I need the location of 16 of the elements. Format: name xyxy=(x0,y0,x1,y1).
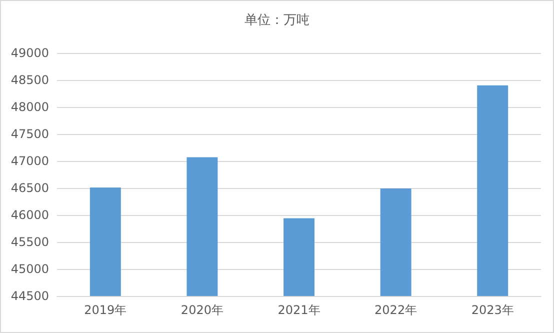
x-tick-label: 2021年 xyxy=(278,303,320,317)
y-tick-label: 49000 xyxy=(10,46,49,60)
y-tick-label: 46500 xyxy=(10,181,49,195)
x-tick-label: 2022年 xyxy=(374,303,418,317)
chart-title: 单位：万吨 xyxy=(244,13,310,28)
y-tick-label: 45500 xyxy=(10,235,49,249)
y-tick-label: 48000 xyxy=(10,100,49,114)
y-tick-label: 45000 xyxy=(10,262,49,276)
y-tick-label: 44500 xyxy=(10,289,49,303)
x-tick-label: 2020年 xyxy=(180,303,224,317)
x-tick-label: 2023年 xyxy=(471,303,514,317)
y-tick-label: 48500 xyxy=(10,73,49,87)
y-tick-label: 47000 xyxy=(10,154,49,168)
x-tick-label: 2019年 xyxy=(84,303,127,317)
y-tick-label: 46000 xyxy=(10,208,49,222)
y-tick-label: 47500 xyxy=(10,127,49,141)
